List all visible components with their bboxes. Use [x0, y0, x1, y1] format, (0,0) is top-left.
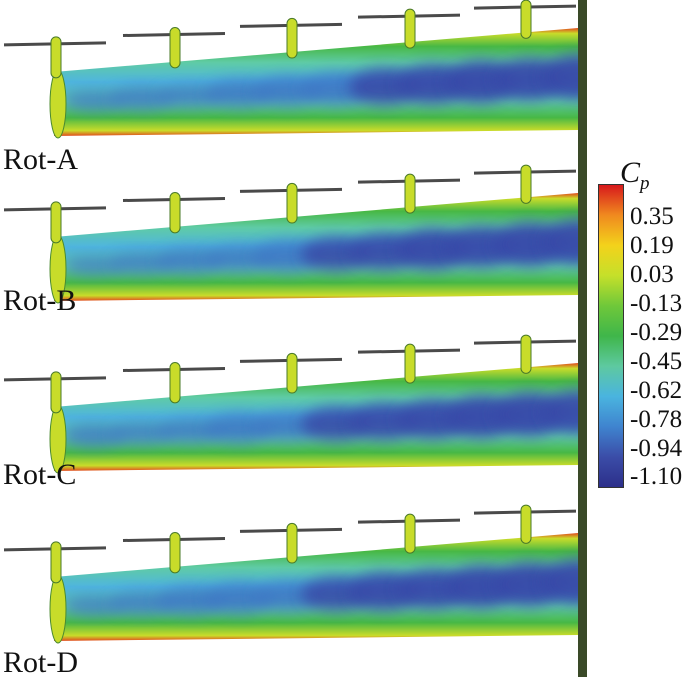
- propeller-nacelle: [286, 17, 298, 59]
- propeller-nacelle: [169, 27, 181, 69]
- propeller-nacelle: [286, 352, 298, 394]
- legend-title-sub: p: [640, 173, 650, 194]
- legend-tick: -0.29: [630, 319, 683, 346]
- legend-tick: -0.78: [630, 406, 683, 433]
- suction-blob: [542, 559, 578, 605]
- legend-tick: -0.45: [630, 348, 683, 375]
- propeller-nacelle: [169, 362, 181, 404]
- legend-title-main: C: [620, 156, 641, 189]
- propeller-nacelle: [50, 36, 62, 79]
- suction-blob: [62, 256, 126, 276]
- suction-blob: [62, 595, 126, 616]
- suction-blob: [542, 390, 578, 434]
- suction-blob: [109, 86, 176, 110]
- propeller-nacelle: [50, 371, 62, 414]
- legend-tick: 0.35: [630, 203, 674, 230]
- wing-panel: [3, 164, 587, 337]
- panel-label-rot-c: Rot-C: [3, 458, 77, 491]
- wing-tip-wall: [578, 165, 587, 337]
- propeller-nacelle: [404, 8, 416, 49]
- legend-tick: -0.94: [630, 435, 683, 462]
- colorbar: [598, 184, 624, 488]
- wing-panel: [3, 334, 587, 507]
- legend-tick: 0.19: [630, 232, 674, 259]
- wing-root-cap: [49, 69, 67, 139]
- suction-region: [62, 54, 578, 111]
- suction-region: [62, 559, 578, 616]
- wing-tip-wall: [578, 505, 587, 677]
- suction-blob: [61, 424, 127, 447]
- suction-blob: [157, 248, 224, 274]
- propeller-nacelle: [169, 192, 181, 234]
- legend-tick: -1.10: [630, 463, 683, 490]
- suction-blob: [542, 219, 578, 265]
- suction-blob: [109, 422, 175, 445]
- wing-root-cap: [49, 574, 67, 644]
- panel-label-rot-b: Rot-B: [3, 284, 77, 317]
- wing-panel: [3, 0, 587, 172]
- legend-tick: -0.62: [630, 377, 683, 404]
- suction-blob: [109, 252, 175, 275]
- color-legend: Cp 0.35 0.19 0.03 -0.13 -0.29 -0.45 -0.6…: [596, 158, 700, 498]
- propeller-nacelle: [520, 334, 532, 374]
- suction-region: [61, 390, 578, 447]
- propeller-nacelle: [286, 182, 298, 224]
- wing-tip-wall: [578, 0, 587, 172]
- suction-blob: [542, 54, 578, 100]
- propeller-nacelle: [286, 522, 298, 564]
- propeller-nacelle: [520, 164, 532, 204]
- wing-panel: [3, 504, 587, 677]
- legend-title: Cp: [620, 156, 650, 194]
- propeller-nacelle: [50, 201, 62, 244]
- propeller-nacelle: [404, 343, 416, 384]
- suction-region: [62, 219, 578, 276]
- legend-tick: 0.03: [630, 261, 674, 288]
- suction-blob: [62, 90, 126, 111]
- propeller-nacelle: [404, 513, 416, 554]
- legend-tick: -0.13: [630, 290, 683, 317]
- panel-label-rot-a: Rot-A: [3, 143, 78, 176]
- propeller-nacelle: [50, 541, 62, 584]
- panel-label-rot-d: Rot-D: [3, 646, 78, 679]
- propeller-nacelle: [520, 0, 532, 39]
- propeller-nacelle: [520, 504, 532, 544]
- propeller-nacelle: [404, 173, 416, 214]
- wing-tip-wall: [578, 335, 587, 507]
- propeller-nacelle: [169, 532, 181, 574]
